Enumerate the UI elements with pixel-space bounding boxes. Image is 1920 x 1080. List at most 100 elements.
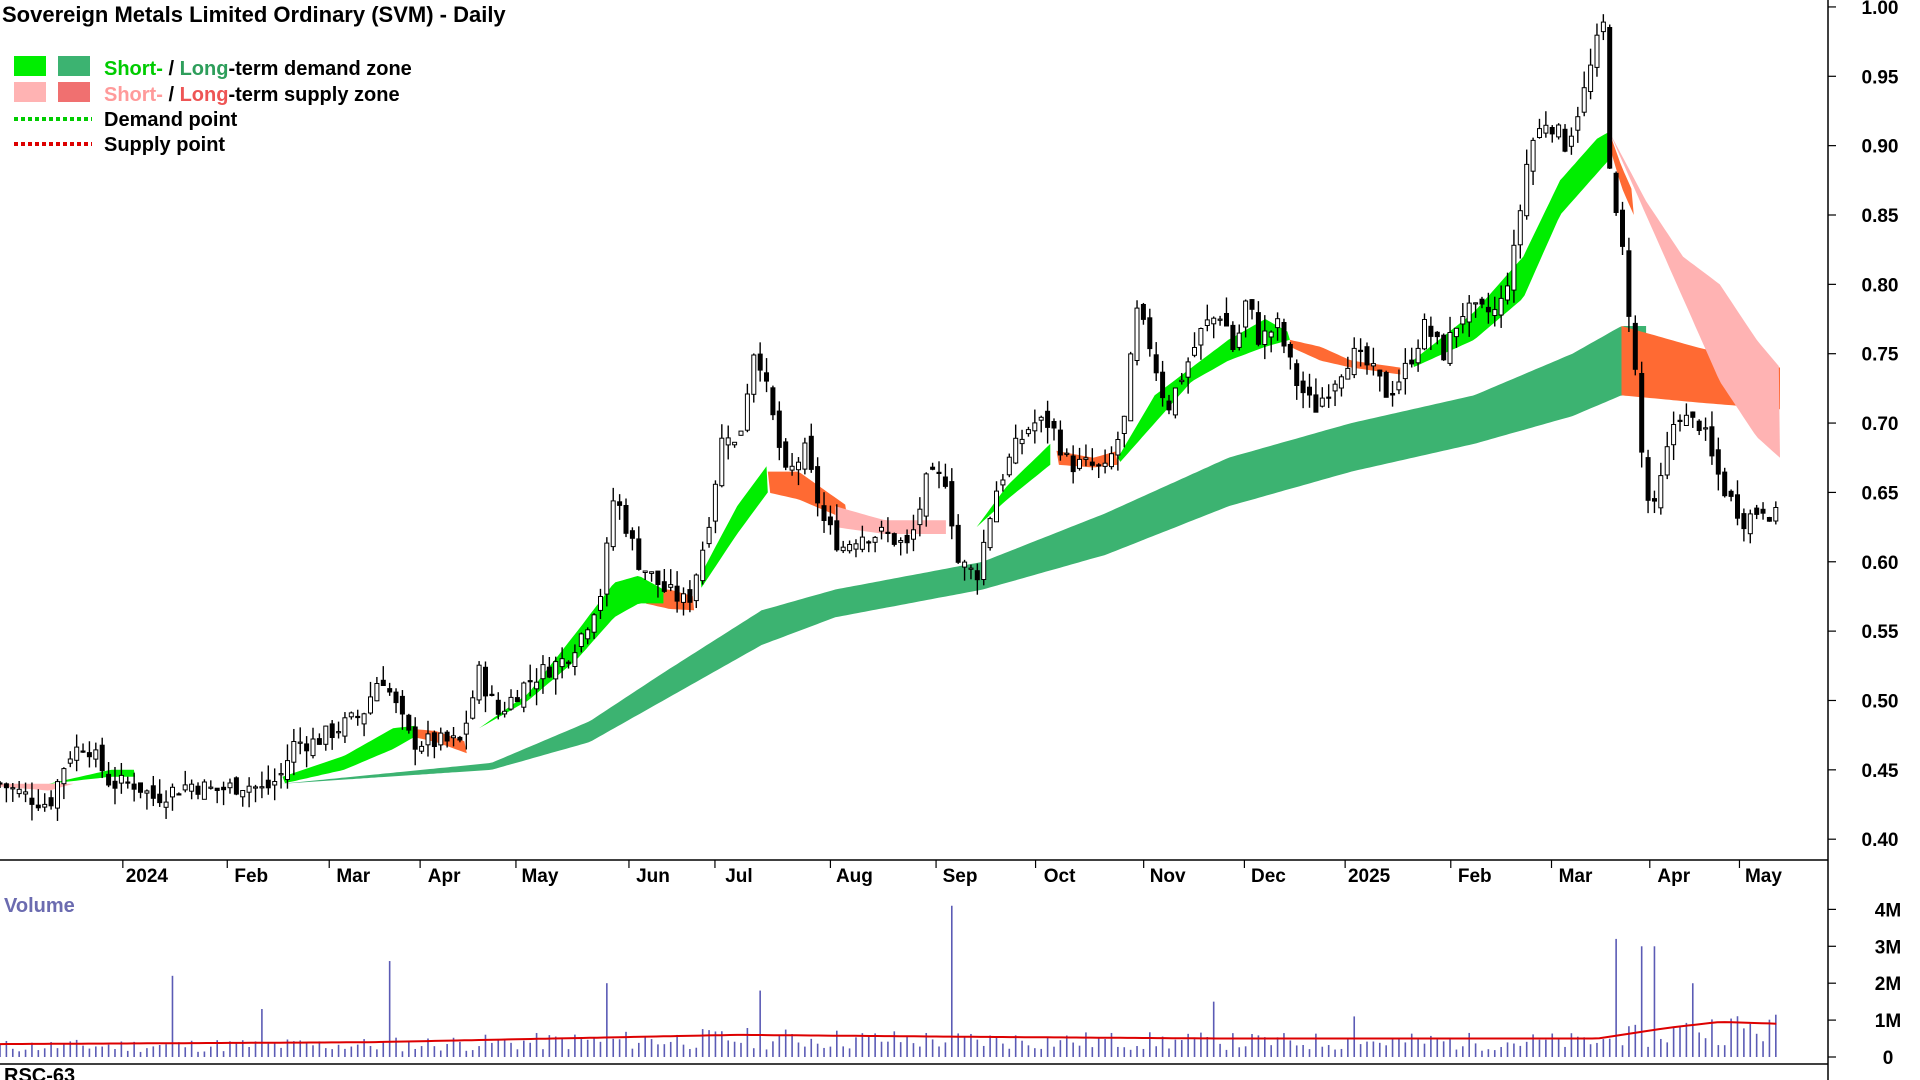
candle-body [1415,347,1421,364]
candle-body [1153,354,1159,374]
candle-body [1140,304,1146,320]
x-tick-label: 2024 [126,866,169,887]
candle-body [29,797,35,805]
candle-body [131,783,137,790]
candle-body [911,529,916,540]
candle-body [1632,322,1638,370]
candle-body [1683,414,1689,426]
candle-body [1543,124,1549,134]
short-supply-zone-2 [1609,131,1780,458]
candle-body [240,790,246,798]
candle-body [514,697,520,703]
candle-body [1332,383,1338,392]
candle-body [1198,328,1204,346]
long-supply-patch-4 [1289,339,1401,375]
candle-body [1134,307,1140,362]
candle-body [1581,87,1587,113]
candle-body [1562,128,1568,152]
candle-body [182,784,188,791]
candle-body [1192,347,1197,356]
candle-body [48,797,54,807]
candle-body [451,735,456,739]
candle-body [642,570,648,573]
candle-body [80,750,86,753]
candle-body [1613,172,1619,214]
legend-supply-point: Supply point [104,134,225,156]
candle-body [1530,139,1536,172]
legend-swatch-short-demand [14,56,46,76]
candle-body [1492,309,1498,317]
candle-body [719,437,725,487]
candle-body [1396,381,1402,391]
candle-body [380,679,386,686]
candle-body [598,596,603,611]
candle-body [1121,415,1127,434]
candle-body [138,782,143,793]
candle-body [291,741,297,763]
candle-body [1600,21,1606,33]
candle-body [751,354,757,395]
y-tick-label: 0.45 [1862,761,1899,782]
candle-body [399,695,405,715]
candle-body [885,531,891,534]
candle-body [470,697,476,719]
short-demand-zone-3 [700,466,768,588]
x-tick-label: Dec [1251,866,1286,887]
short-demand-zone-0 [49,769,136,784]
candle-body [1045,410,1051,428]
candle-body [419,745,425,752]
candle-body [1709,426,1715,457]
candle-body [802,442,808,470]
candle-body [994,490,999,523]
legend-supply-zone: Short- / Long-term supply zone [104,84,400,106]
candle-body [1089,461,1095,466]
candle-body [1281,322,1287,347]
candle-body [1703,427,1709,430]
candle-body [1479,298,1485,305]
candle-body [74,746,80,761]
candle-body [546,666,552,678]
candle-body [776,410,782,448]
candle-body [1109,453,1114,468]
candle-body [1473,302,1479,305]
candle-body [578,633,584,648]
candle-body [99,744,105,772]
candle-body [476,664,482,701]
volume-label: Volume [4,895,75,917]
candle-body [847,544,853,552]
candle-body [189,783,195,792]
candle-body [1249,299,1255,310]
candle-body [1083,457,1089,460]
candle-body [930,466,936,470]
candle-body [834,520,840,551]
candle-body [1287,344,1293,358]
candle-body [962,561,968,568]
candle-body [1652,498,1657,502]
y-tick-label: 0.50 [1862,691,1899,712]
candle-body [827,516,833,526]
y-tick-label: 0.70 [1862,414,1899,435]
candle-body [342,717,348,737]
candle-body [674,585,680,602]
candle-body [1243,300,1249,328]
candle-body [1268,331,1274,338]
candle-body [214,787,220,792]
candle-body [1505,285,1510,301]
candle-body [278,773,284,776]
short-demand-zone-2 [479,576,664,729]
candle-body [1537,128,1542,139]
candle-body [1434,331,1440,338]
candle-body [1185,361,1191,378]
x-tick-label: Sep [943,866,978,887]
candle-body [0,782,3,785]
indicator-label: RSC-63 [4,1065,75,1080]
candle-body [1377,369,1383,377]
candle-body [942,476,948,487]
candle-body [859,536,865,550]
candle-body [1485,306,1491,313]
candle-body [559,658,565,668]
candle-body [1428,325,1434,337]
candle-body [981,541,987,581]
legend-swatch-long-supply [58,82,90,102]
